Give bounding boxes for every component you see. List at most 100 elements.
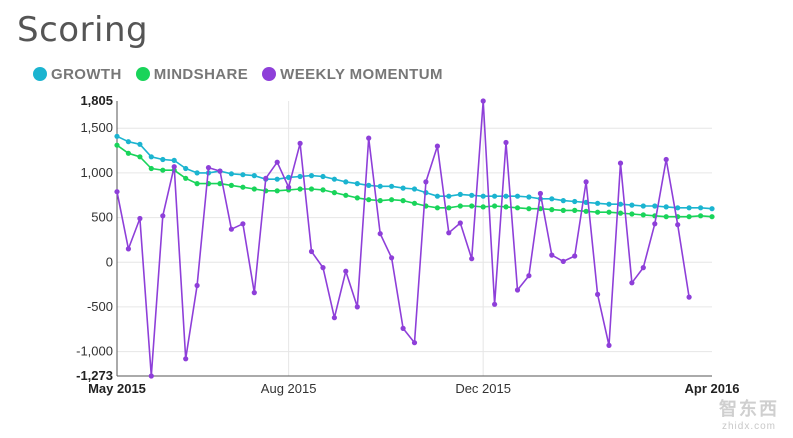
data-point	[606, 342, 612, 348]
legend-item-weekly-momentum[interactable]: WEEKLY MOMENTUM	[262, 66, 443, 83]
data-point	[183, 175, 189, 181]
data-point	[434, 143, 440, 149]
data-point	[400, 198, 406, 204]
data-point	[526, 273, 532, 279]
legend-label-weekly-momentum: WEEKLY MOMENTUM	[280, 65, 443, 83]
data-point	[434, 193, 440, 199]
data-point	[114, 189, 120, 195]
data-point	[514, 193, 521, 199]
data-point	[160, 213, 166, 219]
y-tick-label-1: 1,500	[80, 120, 113, 135]
legend-item-mindshare[interactable]: MINDSHARE	[135, 65, 249, 83]
data-point	[354, 181, 360, 187]
data-point	[183, 356, 189, 362]
data-point	[595, 209, 601, 215]
data-point	[320, 187, 326, 193]
data-point	[160, 156, 166, 163]
data-point	[389, 255, 395, 261]
data-point	[583, 179, 589, 185]
data-point	[606, 209, 612, 215]
data-point	[606, 201, 612, 207]
data-point	[617, 210, 624, 216]
data-point	[331, 315, 337, 321]
data-point	[480, 204, 486, 210]
data-point	[640, 212, 646, 218]
data-point	[572, 207, 578, 213]
data-point	[652, 221, 658, 227]
data-point	[446, 205, 452, 211]
data-point	[686, 294, 692, 300]
data-point	[125, 139, 131, 145]
data-point	[617, 201, 624, 207]
chart-legend: GROWTH MINDSHARE WEEKLY MOMENTUM	[33, 64, 457, 84]
data-point	[331, 190, 337, 196]
data-point	[595, 291, 601, 297]
data-point	[629, 280, 635, 286]
data-point	[286, 184, 292, 190]
data-point	[251, 290, 257, 296]
data-point	[343, 268, 349, 274]
data-point	[308, 173, 315, 179]
data-point	[675, 222, 681, 228]
data-point	[617, 160, 624, 166]
data-point	[125, 150, 131, 156]
x-tick-label-1: Aug 2015	[261, 381, 317, 396]
data-point	[389, 183, 395, 189]
data-point	[183, 165, 189, 172]
data-point	[549, 196, 555, 202]
x-tick-label-0: May 2015	[88, 381, 146, 396]
y-tick-label-6: -1,000	[76, 344, 113, 359]
legend-label-growth: GROWTH	[51, 65, 122, 83]
data-point	[308, 248, 315, 255]
data-point	[320, 265, 326, 271]
data-point	[240, 172, 246, 178]
data-point	[171, 157, 177, 163]
data-point	[492, 193, 498, 199]
data-point	[549, 207, 555, 213]
data-point	[377, 231, 383, 237]
data-point	[366, 197, 372, 203]
data-point	[537, 190, 544, 197]
y-tick-label-5: -500	[87, 299, 113, 314]
data-point	[640, 265, 646, 271]
data-point	[503, 193, 509, 199]
data-point	[469, 203, 475, 209]
y-tick-label-7: -1,273	[76, 368, 113, 383]
data-point	[343, 179, 349, 185]
data-point	[228, 171, 234, 177]
data-point	[137, 154, 143, 160]
series-line	[116, 100, 690, 377]
data-point	[240, 221, 246, 227]
data-point	[205, 165, 212, 171]
legend-label-mindshare: MINDSHARE	[153, 65, 249, 83]
data-point	[560, 207, 566, 213]
data-point	[308, 186, 315, 192]
data-point	[709, 214, 715, 220]
data-point	[366, 182, 372, 188]
data-point	[411, 200, 418, 206]
data-point	[698, 205, 704, 211]
data-point	[572, 253, 578, 259]
data-point	[251, 186, 257, 192]
data-point	[297, 186, 303, 192]
data-point	[251, 173, 257, 179]
data-point	[114, 142, 120, 148]
data-point	[137, 141, 143, 147]
legend-item-growth[interactable]: GROWTH	[33, 66, 122, 83]
data-point	[457, 220, 463, 226]
data-point	[217, 181, 223, 187]
series-weekly-momentum	[114, 98, 692, 379]
x-tick-label-3: Apr 2016	[685, 381, 740, 396]
data-point	[400, 185, 406, 191]
data-point	[137, 215, 143, 222]
data-point	[228, 182, 234, 188]
data-point	[446, 193, 452, 199]
data-point	[423, 179, 429, 185]
data-point	[686, 205, 692, 211]
data-point	[480, 98, 486, 104]
y-tick-label-4: 0	[106, 254, 113, 269]
data-point	[217, 168, 223, 174]
data-point	[160, 167, 166, 173]
watermark-url: zhidx.com	[721, 421, 776, 432]
